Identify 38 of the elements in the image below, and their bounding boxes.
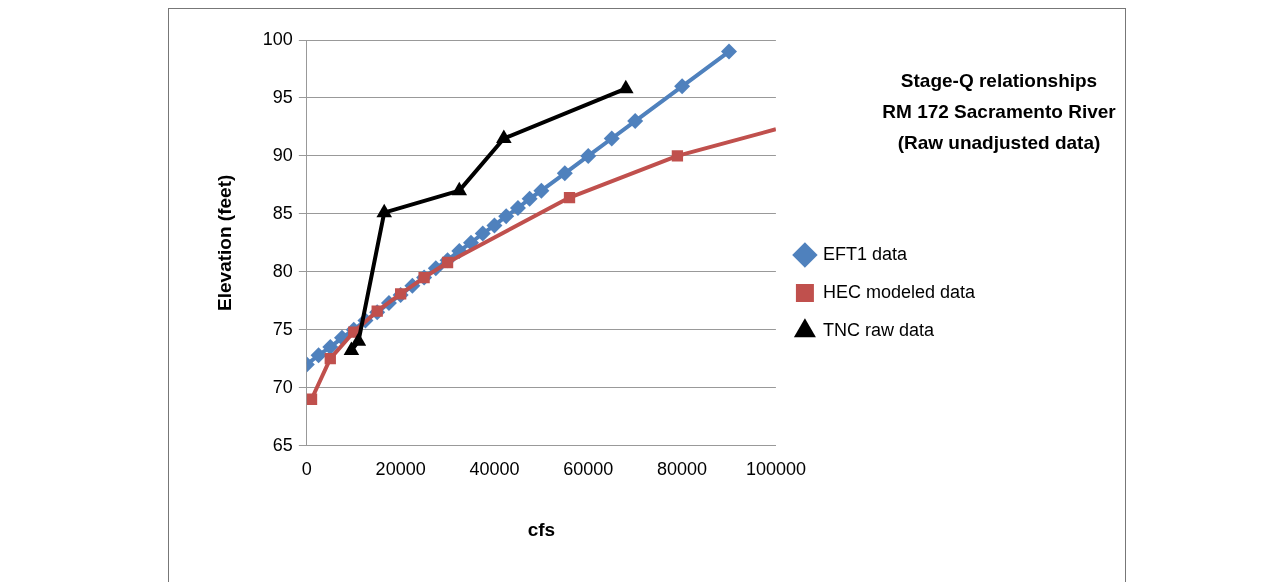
point [533,182,550,199]
point [474,225,491,242]
y-axis-title: Elevation (feet) [213,174,235,311]
x-tick-label: 60000 [563,459,614,480]
x-tick-label: 100000 [745,459,806,480]
y-tick-label: 100 [262,28,293,49]
point [603,130,620,147]
x-tick-label: 20000 [375,459,426,480]
x-tick-label: 0 [301,459,312,480]
y-tick-label: 95 [272,86,293,107]
legend-label: TNC raw data [822,319,935,340]
point [671,150,684,162]
point [521,190,538,207]
y-tick-label: 80 [272,260,293,281]
legend-label: EFT1 data [822,243,908,264]
point [580,147,597,164]
point [563,191,576,204]
point [486,217,503,234]
point [674,78,691,95]
x-tick-label: 80000 [657,459,708,480]
y-tick-label: 70 [272,376,293,397]
y-tick-label: 90 [272,144,293,165]
point [441,256,454,269]
point [509,200,526,217]
y-tick-label: 65 [272,434,293,455]
y-tick-label: 75 [272,318,293,339]
point [627,113,644,130]
point [324,353,336,365]
legend-label: HEC modeled data [822,281,976,302]
point [306,393,318,405]
point [310,347,327,364]
point [556,165,573,182]
text: Stage-Q relationships RM 172 Sacramento River (Raw unadjusted data) [882,70,1117,154]
y-tick-label: 85 [272,202,293,223]
point [498,208,515,225]
x-axis-title: cfs [527,518,556,540]
x-tick-label: 40000 [469,459,520,480]
point [721,43,738,60]
